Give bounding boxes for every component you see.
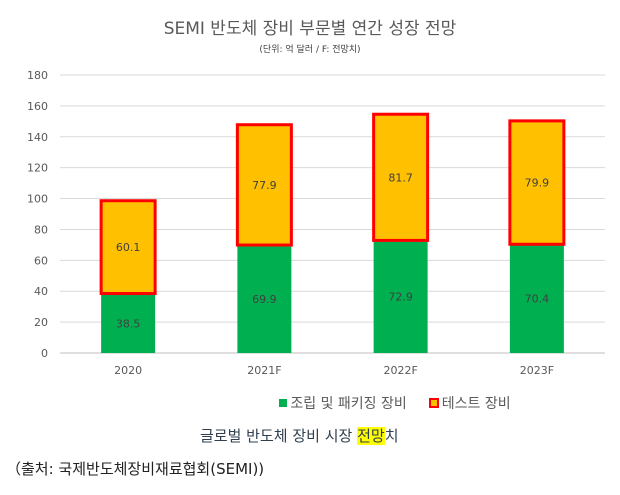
x-tick-label: 2022F (383, 364, 417, 377)
legend-item-assembly: 조립 및 패키징 장비 (279, 393, 407, 413)
bar-test (99, 199, 157, 296)
y-tick-label: 40 (34, 285, 48, 298)
y-tick-label: 80 (34, 223, 48, 236)
bar-test (235, 123, 293, 247)
chart-subtitle: (단위: 억 달러 / F: 전망치) (259, 45, 361, 55)
data-label: 70.4 (525, 293, 550, 306)
bar-assembly (101, 293, 156, 353)
y-tick-label: 160 (27, 100, 48, 113)
y-tick-label: 20 (34, 316, 48, 329)
data-label: 69.9 (252, 293, 277, 306)
bar-assembly (237, 245, 292, 353)
data-label: 77.9 (252, 179, 277, 192)
x-tick-label: 2023F (520, 364, 554, 377)
y-tick-label: 140 (27, 131, 48, 144)
data-label: 60.1 (116, 241, 141, 254)
data-label: 72.9 (388, 291, 413, 304)
y-tick-label: 120 (27, 162, 48, 175)
x-tick-label: 2020 (114, 364, 142, 377)
y-tick-label: 100 (27, 193, 48, 206)
legend-swatch-green (279, 399, 288, 407)
legend-item-test: 테스트 장비 (428, 393, 511, 413)
legend-swatch-yellow (428, 398, 439, 408)
data-label: 38.5 (116, 317, 141, 330)
y-tick-label: 60 (34, 254, 48, 267)
chart-title: SEMI 반도체 장비 부문별 연간 성장 전망 (163, 19, 457, 39)
caption: 글로벌 반도체 장비 시장 전망치 (200, 425, 399, 446)
y-tick-label: 0 (41, 347, 48, 360)
bar-test (508, 119, 566, 246)
legend-label: 조립 및 패키징 장비 (290, 396, 407, 412)
bar-assembly (509, 244, 564, 353)
x-tick-label: 2021F (247, 364, 281, 377)
bar-assembly (373, 240, 428, 353)
source-note: （출처: 국제반도체장비재료협회(SEMI)) (6, 460, 265, 478)
caption-text-end: 치 (384, 427, 399, 445)
data-label: 81.7 (388, 171, 413, 184)
caption-text: 글로벌 반도체 장비 시장 (200, 427, 358, 445)
bar-test (372, 112, 430, 242)
data-label: 79.9 (525, 177, 550, 190)
y-tick-label: 180 (27, 69, 48, 82)
legend-label: 테스트 장비 (441, 396, 511, 412)
caption-highlight: 전망 (357, 427, 385, 445)
legend: 조립 및 패키징 장비 테스트 장비 (0, 393, 620, 413)
